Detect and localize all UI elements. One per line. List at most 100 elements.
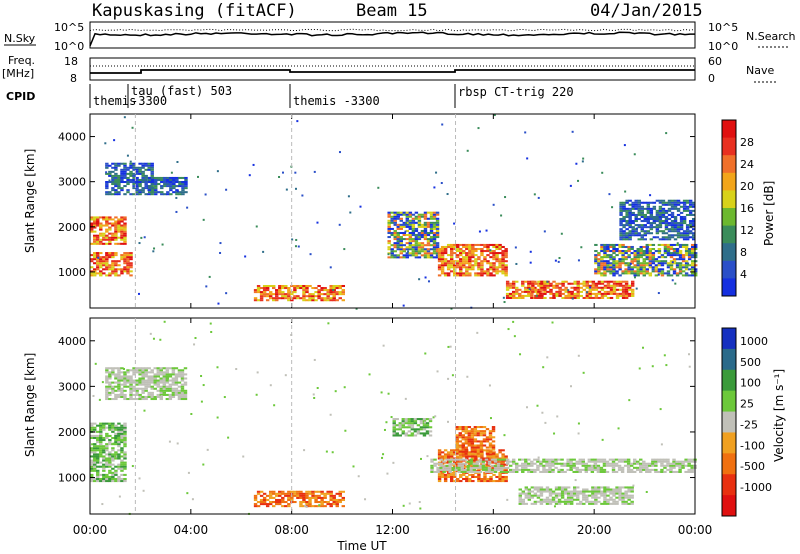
data-cell: [648, 258, 653, 261]
data-cell: [329, 492, 333, 495]
data-cell: [405, 246, 410, 249]
data-cell: [435, 248, 440, 251]
data-cell: [417, 217, 422, 220]
data-cell: [126, 385, 130, 388]
data-cell: [429, 217, 434, 220]
data-cell: [111, 260, 115, 263]
data-cell: [420, 213, 425, 216]
data-cell: [489, 455, 493, 458]
data-cell: [542, 470, 546, 473]
data-cell: [636, 250, 640, 253]
data-cell: [163, 185, 167, 188]
data-cell: [693, 243, 698, 246]
data-cell: [129, 369, 133, 372]
data-cell: [299, 501, 303, 504]
data-cell: [317, 293, 321, 296]
data-cell: [135, 389, 139, 392]
data-cell: [165, 381, 170, 384]
data-cell: [655, 224, 660, 227]
data-cell: [600, 264, 604, 267]
data-cell: [302, 287, 306, 290]
data-cell: [442, 470, 446, 473]
data-cell: [462, 245, 466, 248]
data-cell: [515, 464, 519, 467]
data-cell: [320, 505, 324, 508]
data-cell: [111, 256, 115, 259]
data-cell: [606, 488, 610, 491]
data-cell: [591, 286, 596, 289]
data-cell: [636, 260, 640, 263]
data-cell: [605, 470, 610, 473]
data-cell: [156, 375, 160, 378]
data-cell: [290, 299, 294, 302]
data-cell: [569, 468, 573, 471]
data-cell: [492, 256, 496, 259]
data-cell: [108, 422, 112, 425]
data-cell: [479, 446, 484, 449]
data-cell: [673, 230, 678, 233]
data-cell: [105, 426, 109, 429]
data-cell: [609, 288, 614, 291]
data-cell: [105, 262, 109, 265]
data-cell: [563, 498, 568, 501]
data-cell: [588, 296, 593, 299]
data-cell: [537, 296, 541, 299]
data-cell: [646, 211, 651, 214]
data-cell: [454, 466, 458, 469]
data-cell: [581, 462, 585, 465]
data-cell: [533, 286, 537, 289]
data-cell: [693, 247, 698, 251]
data-cell: [646, 209, 651, 212]
data-cell: [690, 470, 694, 473]
data-cell: [102, 451, 106, 454]
noise-cell: [383, 428, 386, 431]
data-cell: [105, 473, 109, 476]
data-cell: [685, 199, 690, 202]
data-cell: [474, 258, 478, 261]
data-cell: [501, 480, 505, 483]
data-cell: [129, 262, 133, 265]
data-cell: [102, 447, 106, 450]
data-cell: [462, 477, 466, 481]
data-cell: [169, 185, 173, 188]
data-cell: [615, 262, 619, 265]
data-cell: [105, 475, 109, 478]
data-cell: [669, 468, 673, 471]
noise-cell: [514, 246, 517, 249]
data-cell: [609, 490, 613, 493]
data-cell: [511, 470, 516, 473]
data-cell: [661, 220, 666, 223]
data-cell: [111, 238, 115, 241]
data-cell: [658, 230, 663, 233]
data-cell: [690, 256, 695, 259]
data-cell: [111, 385, 115, 388]
data-cell: [114, 453, 118, 456]
data-cell: [317, 490, 321, 493]
data-cell: [117, 268, 121, 271]
data-cell: [390, 254, 394, 257]
data-cell: [471, 250, 475, 253]
data-cell: [492, 457, 496, 460]
data-cell: [455, 444, 459, 447]
data-cell: [681, 254, 686, 257]
data-cell: [275, 299, 279, 302]
data-cell: [511, 294, 516, 297]
data-cell: [584, 466, 589, 469]
data-cell: [603, 272, 607, 275]
data-cell: [465, 260, 469, 263]
data-cell: [426, 211, 431, 214]
data-cell: [308, 490, 312, 493]
data-cell: [408, 211, 413, 214]
data-cell: [308, 299, 312, 302]
data-cell: [138, 379, 142, 382]
data-cell: [262, 289, 267, 292]
noise-cell: [526, 157, 529, 160]
data-cell: [511, 280, 516, 283]
data-cell: [618, 262, 622, 265]
data-cell: [96, 436, 100, 440]
colorbar-swatch: [722, 260, 736, 279]
data-cell: [141, 371, 145, 374]
data-cell: [393, 213, 397, 216]
data-cell: [621, 292, 626, 295]
data-cell: [609, 280, 614, 283]
